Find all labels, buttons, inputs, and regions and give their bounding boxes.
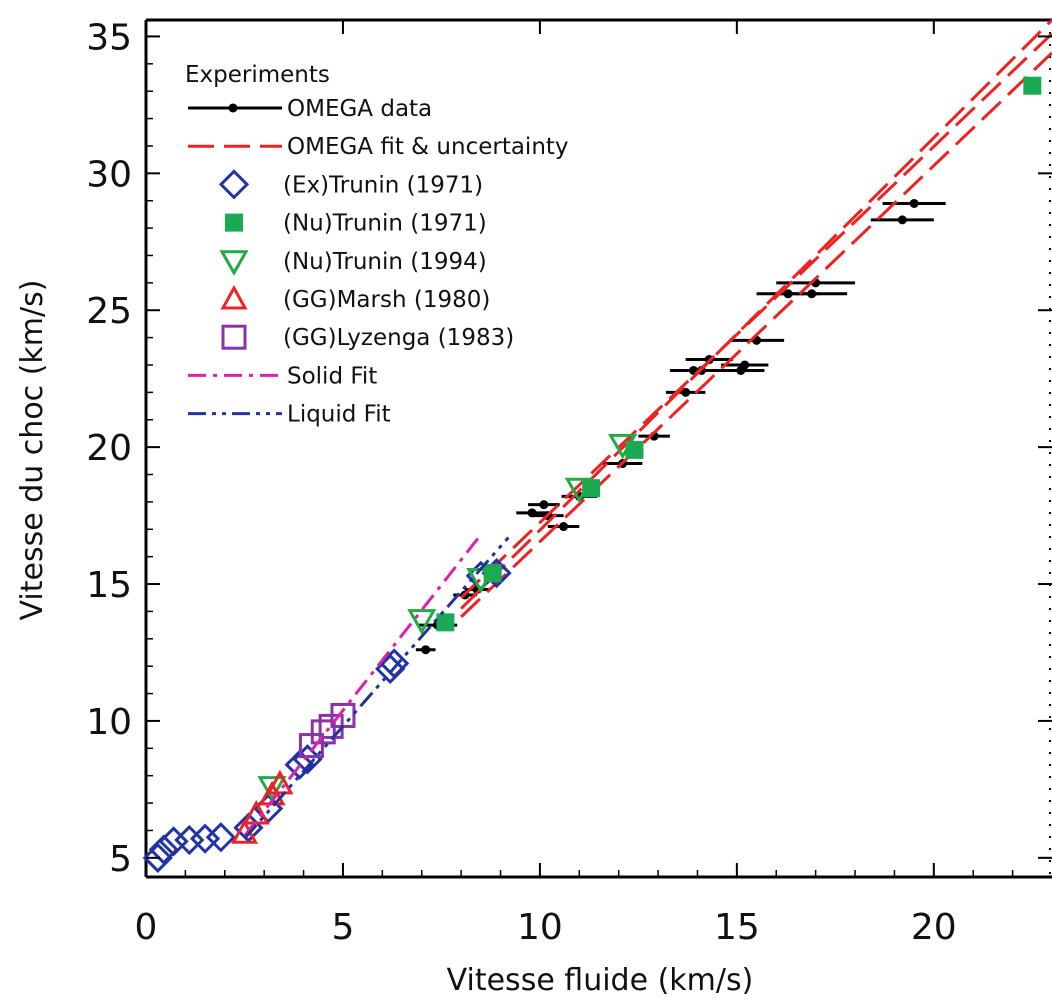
legend-title: Experiments xyxy=(185,62,330,88)
legend-swatch-dot xyxy=(228,103,238,113)
legend-entry: OMEGA fit & uncertainty xyxy=(188,134,569,160)
series-layer xyxy=(142,18,1052,873)
omega-data-point xyxy=(740,360,750,370)
legend: Experiments OMEGA data OMEGA fit & uncert… xyxy=(185,62,569,428)
x-tick-label: 10 xyxy=(517,907,563,948)
fit-line xyxy=(460,32,1052,599)
legend-entry: (GG)Lyzenga (1983) xyxy=(221,324,514,351)
y-tick-label: 5 xyxy=(109,839,132,880)
legend-label: (Ex)Trunin (1971) xyxy=(283,172,483,198)
legend-swatch-marker xyxy=(225,213,243,232)
legend-label: (GG)Lyzenga (1983) xyxy=(283,325,514,351)
data-marker xyxy=(158,826,189,857)
data-marker xyxy=(407,609,437,635)
y-tick-label: 15 xyxy=(86,565,132,606)
data-marker xyxy=(284,749,315,780)
omega-data-point xyxy=(539,500,549,510)
data-marker xyxy=(292,744,323,775)
omega-data-point xyxy=(681,387,691,397)
legend-label: (Nu)Trunin (1994) xyxy=(283,249,487,275)
y-tick-label: 25 xyxy=(86,291,132,332)
legend-label: Liquid Fit xyxy=(287,402,391,428)
omega-data-point xyxy=(421,645,431,655)
data-marker xyxy=(608,433,638,460)
fit-line xyxy=(243,536,510,840)
data-marker xyxy=(625,440,644,459)
legend-swatch-marker xyxy=(220,284,248,310)
legend-entry: Liquid Fit xyxy=(188,402,391,428)
fit-line xyxy=(460,51,1052,618)
omega-data-point xyxy=(807,289,817,299)
legend-swatch-marker xyxy=(218,169,250,200)
fit-line xyxy=(243,533,483,837)
data-marker xyxy=(1023,76,1042,95)
y-tick-label: 35 xyxy=(86,17,132,58)
legend-entry: (GG)Marsh (1980) xyxy=(220,284,490,313)
series-dash-dot xyxy=(243,533,483,837)
legend-swatch-marker xyxy=(221,324,247,350)
data-marker xyxy=(310,719,336,745)
legend-label: OMEGA fit & uncertainty xyxy=(287,134,569,160)
x-axis-title: Vitesse fluide (km/s) xyxy=(447,963,754,998)
legend-entry: (Nu)Trunin (1994) xyxy=(219,249,487,276)
y-tick-label: 30 xyxy=(86,154,132,195)
plot-area xyxy=(144,18,1052,879)
x-tick-label: 20 xyxy=(911,907,957,948)
series-triangle-down xyxy=(257,433,638,802)
data-marker xyxy=(379,648,410,679)
legend-label: Solid Fit xyxy=(287,363,377,389)
y-tick-label: 20 xyxy=(86,428,132,469)
data-marker xyxy=(174,824,205,856)
x-tick-label: 5 xyxy=(332,907,355,948)
data-marker xyxy=(205,822,236,853)
omega-data-point xyxy=(559,522,569,532)
data-marker xyxy=(564,477,594,504)
x-tick-label: 15 xyxy=(714,907,760,948)
omega-data-point xyxy=(897,215,907,225)
data-marker xyxy=(142,842,173,873)
legend-entry: (Ex)Trunin (1971) xyxy=(218,169,483,200)
y-axis-title: Vitesse du choc (km/s) xyxy=(15,280,50,621)
y-tick-label: 10 xyxy=(86,702,132,743)
data-marker xyxy=(436,613,455,632)
legend-entry: Solid Fit xyxy=(188,363,377,389)
legend-entry: OMEGA data xyxy=(188,96,432,122)
data-marker xyxy=(266,769,294,795)
legend-entry: (Nu)Trunin (1971) xyxy=(225,211,487,237)
x-tick-label: 0 xyxy=(135,907,158,948)
series-dashed-lines xyxy=(460,18,1052,618)
data-marker xyxy=(148,834,179,865)
legend-label: OMEGA data xyxy=(287,96,432,122)
data-marker xyxy=(582,479,601,498)
data-marker xyxy=(189,823,221,854)
data-marker xyxy=(257,776,287,802)
series-dash-dot-dot xyxy=(243,536,510,840)
legend-swatch-marker xyxy=(219,250,249,276)
legend-label: (Nu)Trunin (1971) xyxy=(283,211,487,237)
legend-label: (GG)Marsh (1980) xyxy=(283,287,490,313)
omega-data-point xyxy=(909,198,919,208)
